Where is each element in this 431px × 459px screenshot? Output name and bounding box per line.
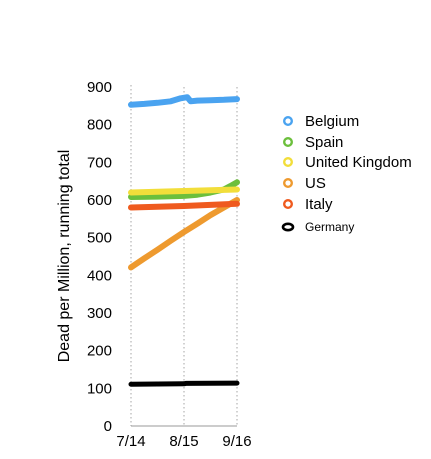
x-tick-labels: 7/14 8/15 9/16 [116, 433, 251, 450]
y-tick-label: 900 [87, 79, 112, 96]
y-tick-label: 0 [104, 418, 112, 435]
legend-marker-united-kingdom [283, 156, 294, 167]
legend-marker-us [283, 177, 294, 188]
legend-label-germany: Germany [305, 220, 354, 234]
series-line-us [128, 197, 240, 271]
y-tick-label: 700 [87, 154, 112, 171]
series-line-spain [128, 179, 240, 200]
legend-label-belgium: Belgium [305, 113, 359, 130]
y-tick-label: 600 [87, 192, 112, 209]
axes [130, 85, 237, 427]
x-tick-label: 9/16 [222, 433, 251, 450]
y-tick-label: 100 [87, 380, 112, 397]
series-line-united-kingdom [128, 186, 240, 196]
series-lines [128, 94, 240, 387]
y-tick-label: 500 [87, 230, 112, 247]
legend-label-italy: Italy [305, 196, 333, 213]
x-tick-label: 8/15 [169, 433, 198, 450]
series-line-belgium [128, 94, 240, 108]
legend-label-spain: Spain [305, 134, 343, 151]
legend-label-united-kingdom: United Kingdom [305, 154, 412, 171]
series-line-italy [128, 200, 240, 211]
y-tick-label: 200 [87, 343, 112, 360]
y-axis-label: Dead per Million, running total [56, 150, 73, 363]
grid [183, 87, 238, 426]
y-tick-labels: 0 100 200 300 400 500 600 700 800 900 [87, 79, 112, 435]
y-tick-label: 400 [87, 267, 112, 284]
y-tick-label: 800 [87, 117, 112, 134]
y-tick-label: 300 [87, 305, 112, 322]
legend-marker-belgium [283, 115, 294, 126]
series-line-germany [128, 380, 240, 387]
legend-label-us: US [305, 175, 326, 192]
legend-marker-spain [283, 136, 294, 147]
legend-marker-germany [281, 222, 295, 232]
legend: Belgium Spain United Kingdom US Italy Germany [281, 113, 412, 234]
x-tick-label: 7/14 [116, 433, 145, 450]
legend-marker-italy [283, 198, 294, 209]
